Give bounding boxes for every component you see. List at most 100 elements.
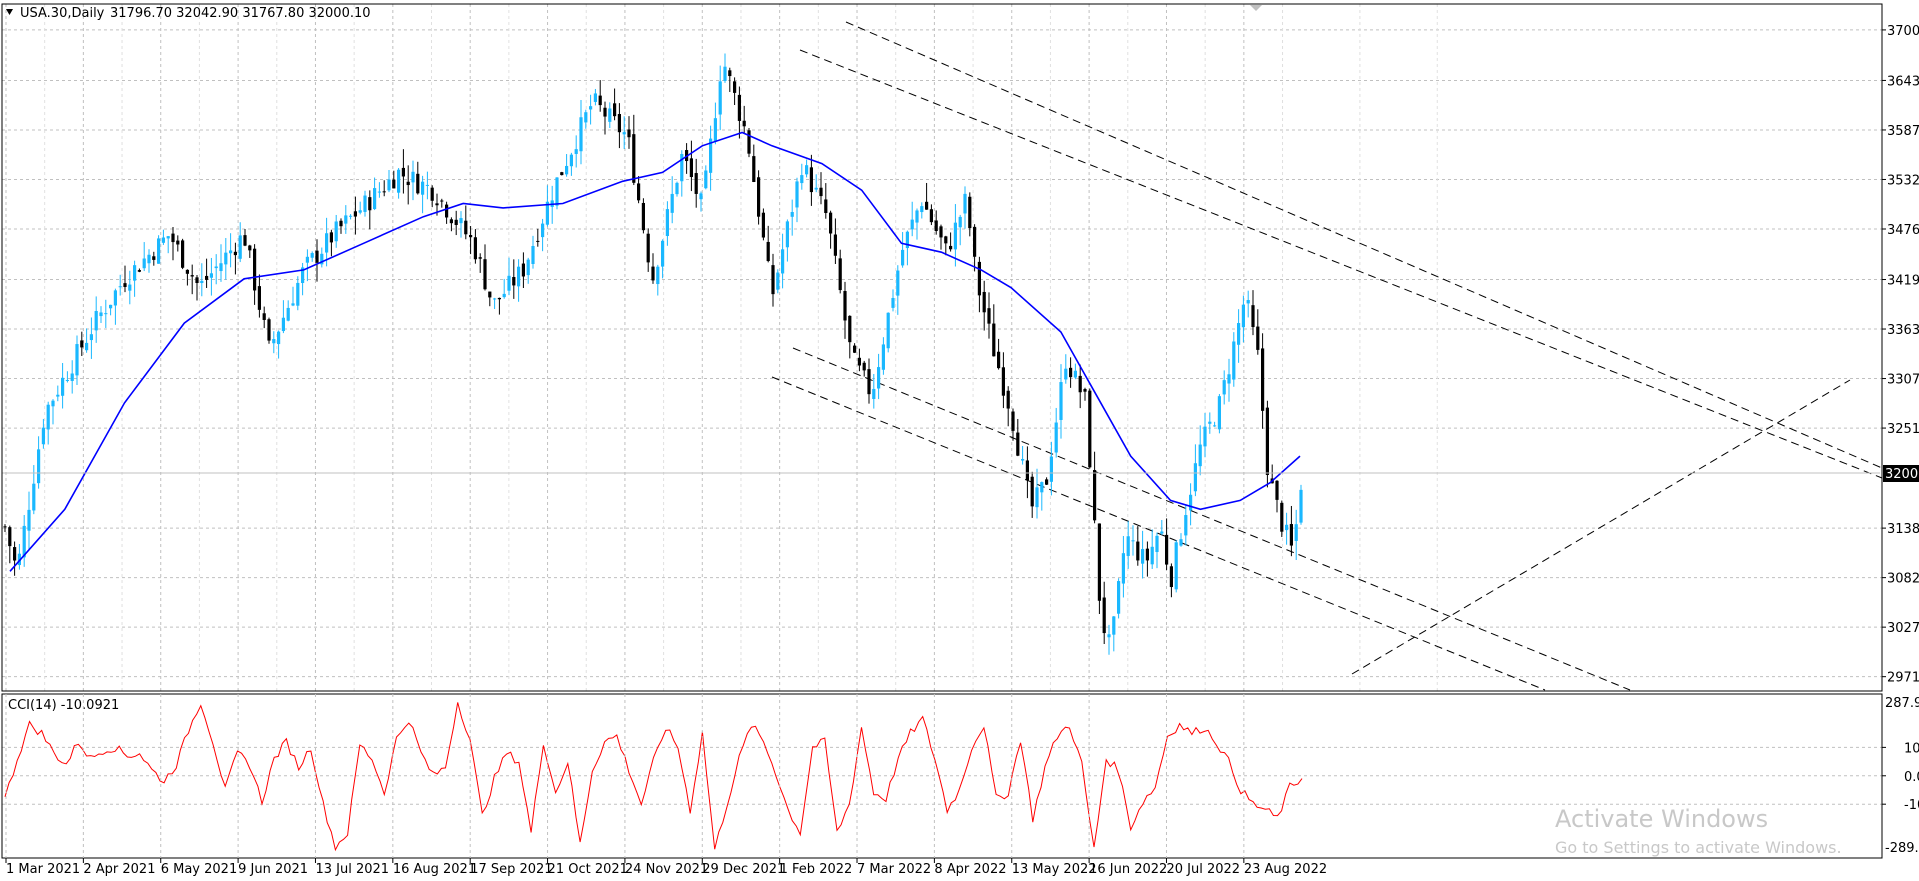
candle [200,263,204,297]
candle-body [877,367,881,389]
price-pane[interactable]: USA.30,Daily 31796.70 32042.90 31767.80 … [1,3,1883,692]
candle [862,360,866,377]
candle-body [1213,425,1217,427]
candle-body [507,275,511,291]
candle-body [478,257,482,259]
candle [1246,290,1250,318]
candle [46,401,50,445]
candle-body [824,199,828,214]
candle [17,543,21,570]
candle [608,102,612,128]
candle-body [329,232,333,243]
candle-body [89,334,93,341]
price-tick-label: 34191.90 [1887,274,1919,289]
candle-body [593,93,597,102]
pane-shift-marker[interactable] [1250,5,1262,11]
candle [1054,407,1058,458]
candle-body [699,193,703,200]
candle-body [795,181,799,208]
candle-body [656,266,660,285]
candle-body [296,282,300,306]
candle [373,177,377,211]
symbol-label: USA.30,Daily [20,6,105,21]
channel-lines [771,21,1883,691]
candle-body [406,181,410,186]
price-tick-label: 29711.70 [1887,671,1919,686]
candle [1021,446,1025,465]
candle [454,210,458,236]
cci-axis[interactable]: 100 0.00 -100 [1882,741,1919,813]
dropdown-triangle-icon[interactable] [6,9,13,15]
channel-line [1351,379,1851,675]
candle-body [209,273,213,278]
candle [1069,357,1073,388]
candle-body [1136,541,1140,561]
price-tick-label: 33074.70 [1887,373,1919,388]
candle-body [1083,389,1087,392]
time-axis[interactable]: 1 Mar 2021 2 Apr 2021 6 May 2021 9 Jun 2021… [5,694,1327,877]
candle-body [56,394,60,397]
candle-body [1054,422,1058,453]
candle [747,128,751,158]
candle-body [713,118,717,142]
candle-body [368,197,372,211]
candle-body [1179,539,1183,546]
candle [1251,290,1255,336]
candle-body [872,388,876,399]
candle-body [728,70,732,77]
candle [1097,523,1101,615]
candle-body [152,256,156,260]
candle [296,276,300,311]
candle-body [219,263,223,272]
candle-body [1025,460,1029,481]
candle [670,176,674,224]
candle [680,150,684,197]
candle-body [637,183,641,201]
candle-body [128,284,132,291]
candle [70,360,74,394]
candle-body [229,250,233,254]
candle-body [473,237,477,260]
candle-body [147,254,151,264]
candle-body [536,240,540,242]
candle [1078,364,1082,409]
candle [209,257,213,296]
candle [1073,363,1077,380]
candle [622,116,626,150]
candle [872,374,876,409]
cci-tick-label: 100 [1904,741,1919,756]
candle [905,230,909,266]
candle [325,217,329,267]
candle-body [1155,535,1159,553]
candle-body [1160,531,1164,534]
candle-body [977,261,981,296]
candle-body [401,167,405,177]
candle [1289,505,1293,557]
candle-body [886,312,890,349]
candle [94,296,98,343]
candle [1150,529,1154,569]
candle [843,281,847,339]
candle-body [195,277,199,284]
candle [718,65,722,131]
candle-body [1107,634,1111,638]
candle-body [1150,546,1154,565]
candle [1117,578,1121,619]
candle [286,300,290,322]
candle-body [905,231,909,249]
candle-body [104,313,108,315]
candle [1006,386,1010,427]
candle-body [829,212,833,234]
candle [118,274,122,296]
candle [958,214,962,246]
candle-body [411,171,415,183]
price-axis[interactable]: 37007.70 36437.70 35879.10 35320.50 34761.90… [1882,24,1919,686]
candle [824,183,828,219]
candle-body [46,404,50,430]
time-tick-label: 16 Jun 2022 [1089,862,1167,877]
candle [469,226,473,255]
candle [368,190,372,230]
candle-body [1289,524,1293,546]
candle [1141,530,1145,579]
